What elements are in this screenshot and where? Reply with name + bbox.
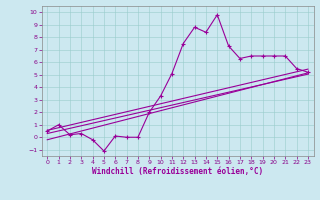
X-axis label: Windchill (Refroidissement éolien,°C): Windchill (Refroidissement éolien,°C) [92, 167, 263, 176]
